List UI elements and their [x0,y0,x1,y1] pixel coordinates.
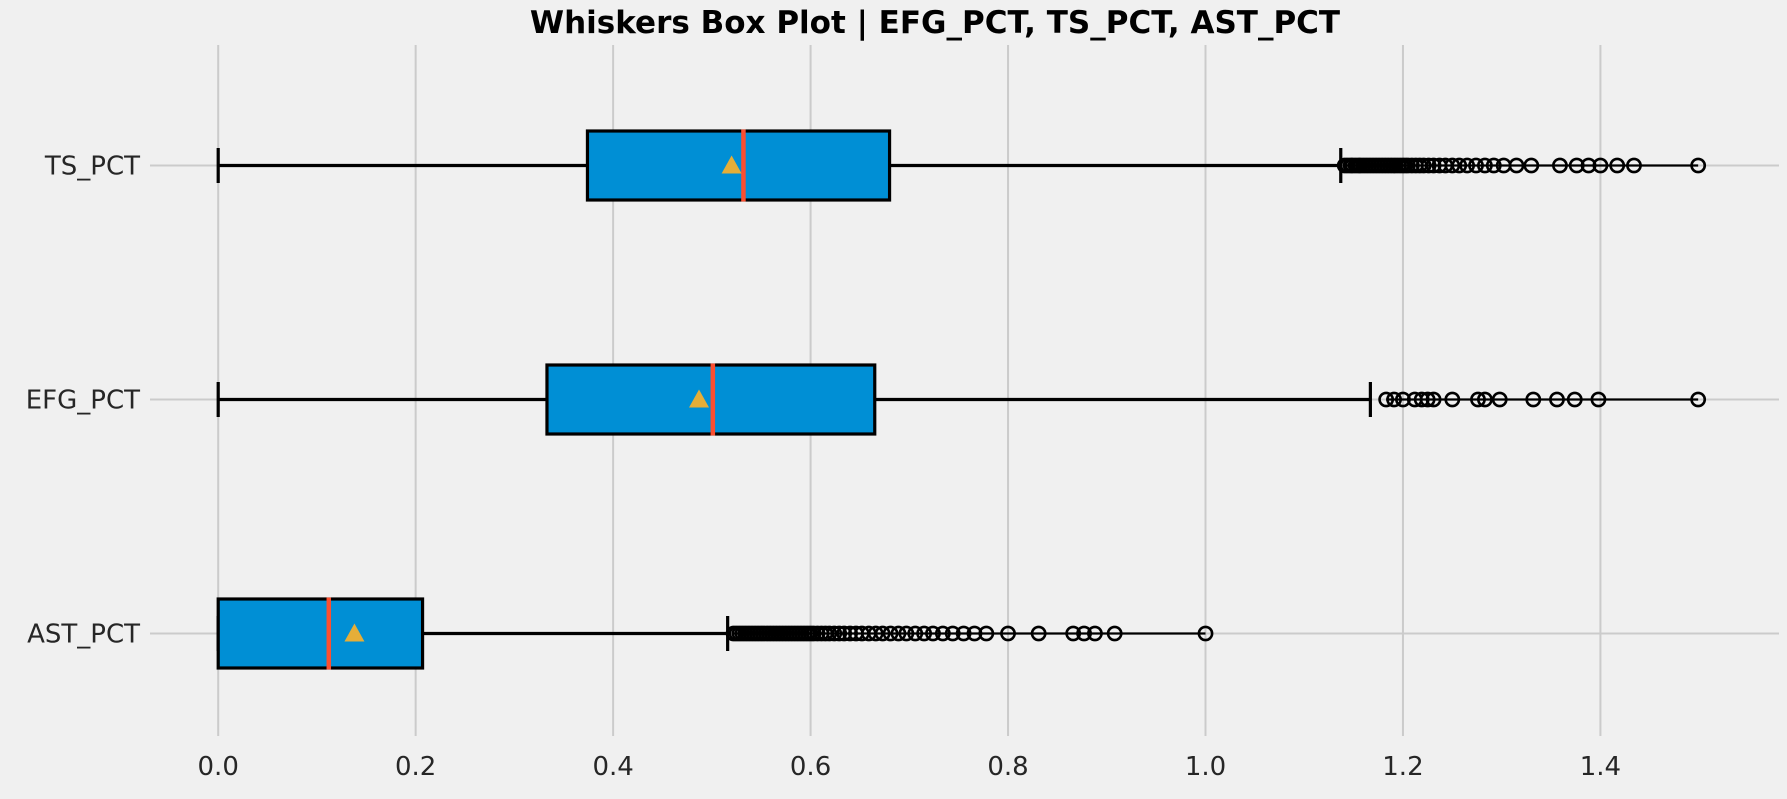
outlier-point [1395,391,1411,408]
outlier-point [1690,157,1707,174]
outlier-point [842,625,858,642]
outlier-point [890,625,907,642]
x-tick-label: 1.2 [1382,752,1423,782]
outlier-point [821,625,838,642]
mean-marker [689,389,710,408]
outlier-point [1106,625,1123,642]
outlier-point [1626,157,1642,174]
outlier-point [955,625,972,642]
outlier-point [1477,157,1493,174]
outlier-point [1508,157,1525,174]
outlier-point [874,625,891,642]
outlier-point [1087,625,1103,642]
outlier-point [1552,157,1568,174]
x-tick-label: 0.0 [198,752,239,782]
outlier-point [1568,157,1585,174]
outlier-point [1378,391,1395,408]
outlier-point [925,625,941,642]
outlier-point [1590,391,1607,408]
y-category-label: AST_PCT [27,620,140,650]
outlier-point [1549,391,1565,408]
outlier-point [1477,391,1493,408]
x-tick-label: 1.0 [1185,752,1226,782]
outlier-point [882,625,899,642]
mean-marker [721,155,742,174]
y-category-label: EFG_PCT [26,386,140,416]
outlier-point [1420,157,1437,174]
mean-marker [344,623,365,642]
y-category-label: TS_PCT [44,152,140,182]
outlier-point [1030,625,1047,642]
chart-title: Whiskers Box Plot | EFG_PCT, TS_PCT, AST… [529,5,1341,41]
outlier-point [1468,157,1484,174]
x-tick-label: 0.8 [987,752,1028,782]
outlier-point [1425,157,1442,174]
outlier-point [966,625,983,642]
outlier-point [1566,391,1583,408]
outlier-point [1592,157,1609,174]
outlier-point [1076,625,1092,642]
x-tick-label: 0.4 [592,752,633,782]
outlier-point [1444,157,1461,174]
box-iqr [216,597,425,670]
outlier-point [831,625,848,642]
outlier-point [907,625,924,642]
outlier-point [1065,625,1082,642]
outlier-point [898,625,915,642]
outlier-point [1197,625,1214,642]
outlier-point [978,625,995,642]
outlier-point [1470,391,1486,408]
outlier-point [934,625,951,642]
outlier-point [1690,391,1707,408]
outlier-point [1413,391,1430,408]
outlier-point [1525,391,1542,408]
outlier-point [1415,157,1432,174]
x-tick-label: 0.6 [790,752,831,782]
outlier-point [826,625,843,642]
box-iqr [585,129,892,202]
x-tick-label: 0.2 [395,752,436,782]
outlier-point [1523,157,1540,174]
outlier-point [1419,391,1436,408]
outlier-point [1491,391,1508,408]
outlier-point [916,625,933,642]
outlier-point [836,625,853,642]
outlier-point [1386,391,1402,408]
x-tick-label: 1.4 [1580,752,1621,782]
outlier-point [1485,157,1502,174]
outlier-point [867,625,884,642]
outlier-point [1425,391,1442,408]
outlier-point [1580,157,1597,174]
outlier-point [1000,625,1016,642]
outlier-point [1609,157,1626,174]
outlier-point [944,625,961,642]
outlier-point [1444,391,1461,408]
outlier-point [1451,157,1468,174]
outlier-point [1459,157,1476,174]
